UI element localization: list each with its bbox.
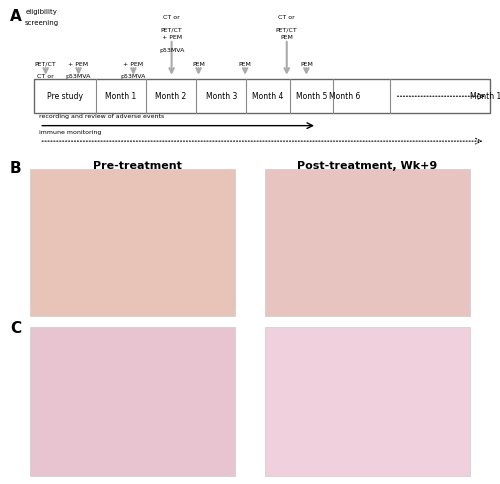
Text: screening: screening	[24, 20, 59, 26]
Bar	[30, 327, 236, 476]
Text: C: C	[10, 321, 21, 336]
Text: Month 1: Month 1	[106, 92, 136, 101]
Text: immune monitoring: immune monitoring	[40, 130, 102, 135]
Text: PET/CT: PET/CT	[276, 28, 297, 33]
Text: Pre study: Pre study	[47, 92, 83, 101]
Text: B: B	[10, 161, 22, 176]
Text: CT or: CT or	[278, 15, 295, 20]
Text: + PEM: + PEM	[124, 62, 144, 67]
Text: eligibility: eligibility	[26, 10, 58, 15]
Text: Month 2: Month 2	[156, 92, 186, 101]
Text: Post-treatment, Wk+9: Post-treatment, Wk+9	[298, 161, 438, 171]
Text: p53MVA: p53MVA	[159, 48, 184, 53]
Bar	[264, 327, 470, 476]
Bar	[264, 169, 470, 316]
Text: + PEM: + PEM	[162, 35, 182, 41]
Text: Month 12: Month 12	[470, 92, 500, 101]
Text: Month 3: Month 3	[206, 92, 237, 101]
Text: PEM: PEM	[238, 62, 252, 67]
Text: Month 5: Month 5	[296, 92, 327, 101]
Text: PET/CT: PET/CT	[35, 62, 56, 67]
Text: A: A	[10, 10, 22, 25]
Text: p53MVA: p53MVA	[120, 74, 146, 79]
FancyBboxPatch shape	[34, 79, 490, 113]
Text: PEM: PEM	[300, 62, 313, 67]
Text: + PEM: + PEM	[68, 62, 88, 67]
Text: CT or: CT or	[163, 15, 180, 20]
Text: PEM: PEM	[280, 35, 293, 41]
Text: p53MVA: p53MVA	[66, 74, 91, 79]
Text: Month 6: Month 6	[328, 92, 360, 101]
Text: recording and review of adverse events: recording and review of adverse events	[40, 114, 164, 120]
Text: Month 4: Month 4	[252, 92, 284, 101]
Text: PEM: PEM	[192, 62, 205, 67]
Text: Pre-treatment: Pre-treatment	[93, 161, 182, 171]
Text: CT or: CT or	[38, 74, 54, 79]
Bar	[30, 169, 236, 316]
Text: PET/CT: PET/CT	[160, 28, 182, 33]
